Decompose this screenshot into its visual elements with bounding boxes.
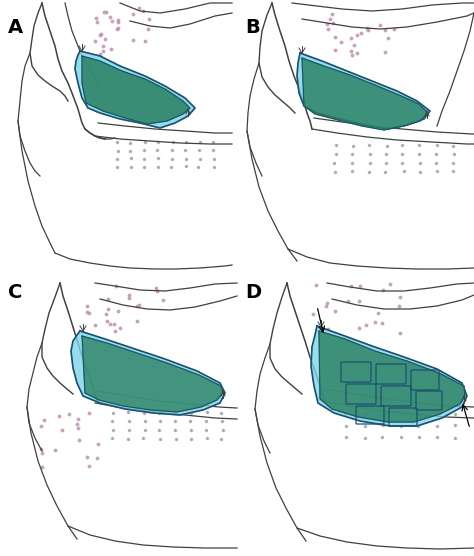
Polygon shape bbox=[319, 331, 465, 422]
Polygon shape bbox=[75, 51, 195, 128]
Text: D: D bbox=[245, 283, 261, 302]
Polygon shape bbox=[82, 336, 223, 412]
Text: B: B bbox=[245, 18, 260, 37]
Text: A: A bbox=[8, 18, 23, 37]
Polygon shape bbox=[311, 326, 467, 426]
Polygon shape bbox=[82, 56, 190, 124]
Text: C: C bbox=[8, 283, 22, 302]
Polygon shape bbox=[71, 331, 225, 415]
Polygon shape bbox=[302, 58, 428, 130]
Polygon shape bbox=[297, 53, 430, 129]
